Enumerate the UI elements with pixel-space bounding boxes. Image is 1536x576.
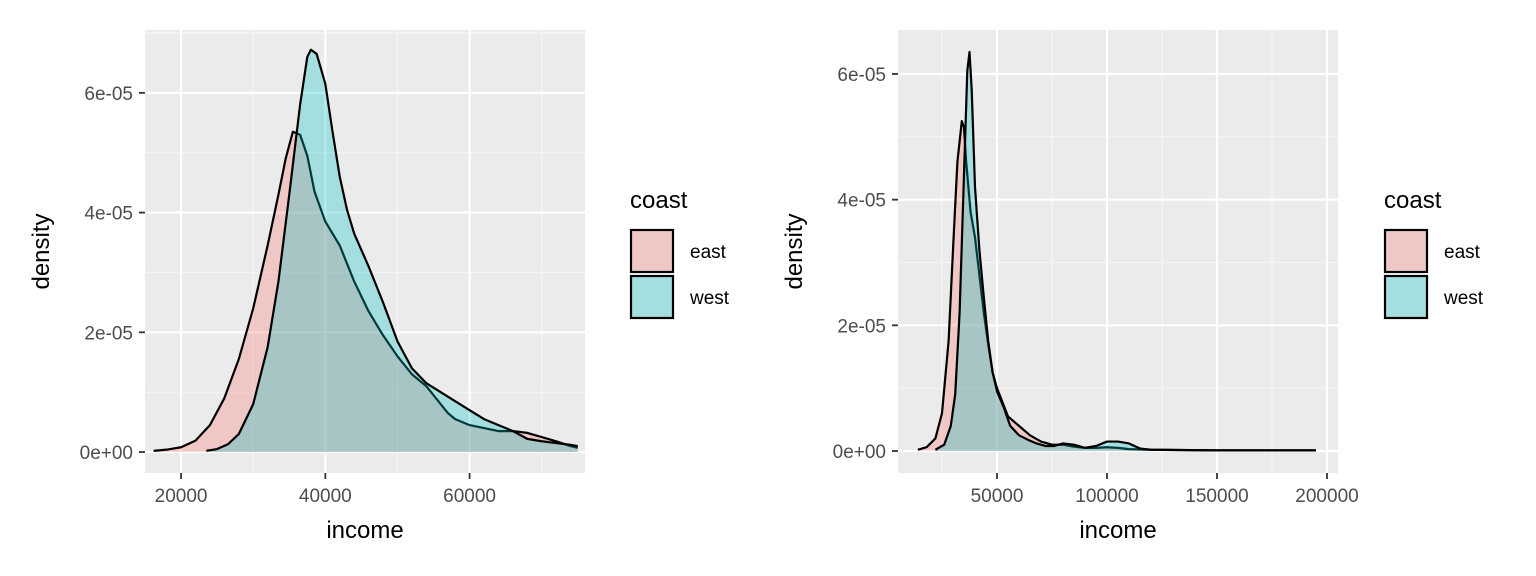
x-tick-label: 200000 xyxy=(1295,486,1358,507)
x-tick-label: 20000 xyxy=(155,486,208,507)
density-area-east xyxy=(917,121,1316,452)
legend-key-west xyxy=(1383,274,1429,320)
density-line-west xyxy=(934,50,1316,452)
legend-key-bg xyxy=(1385,230,1427,272)
x-tick-label: 40000 xyxy=(299,486,352,507)
plot-panel xyxy=(145,30,585,473)
right-density-chart: 50000 100000 150000 200000 0e+00 2e-05 4e-05 6e… xyxy=(781,30,1484,544)
x-axis-title: income xyxy=(1079,517,1156,544)
x-axis-title: income xyxy=(326,517,403,544)
y-tick-label: 4e-05 xyxy=(84,204,133,225)
y-tick-label: 2e-05 xyxy=(84,323,133,344)
y-tick-label: 2e-05 xyxy=(837,316,886,337)
legend-key-east xyxy=(629,228,675,274)
y-tick-label: 6e-05 xyxy=(837,65,886,86)
legend-title: coast xyxy=(1384,187,1442,214)
legend-key-east xyxy=(1383,228,1429,274)
x-tick-label: 150000 xyxy=(1185,486,1248,507)
legend: coast east west xyxy=(1383,187,1484,320)
x-tick-label: 50000 xyxy=(971,486,1024,507)
legend-label-east: east xyxy=(1444,242,1481,263)
left-density-chart: 20000 40000 60000 0e+00 2e-05 4e-05 6e-05 incom… xyxy=(28,30,730,544)
y-tick-label: 0e+00 xyxy=(80,443,133,464)
legend-label-west: west xyxy=(1443,288,1484,309)
legend-key-bg xyxy=(631,230,673,272)
x-tick-label: 100000 xyxy=(1075,486,1138,507)
legend: coast east west xyxy=(629,187,730,320)
legend-key-bg xyxy=(631,276,673,318)
legend-key-west xyxy=(629,274,675,320)
density-line-west xyxy=(206,48,578,452)
density-area-west xyxy=(206,49,578,453)
y-axis-title: density xyxy=(781,213,808,289)
legend-key-bg xyxy=(1385,276,1427,318)
density-area-east xyxy=(153,131,578,453)
legend-label-east: east xyxy=(690,242,727,263)
y-tick-label: 6e-05 xyxy=(84,84,133,105)
y-tick-label: 4e-05 xyxy=(837,191,886,212)
y-tick-label: 0e+00 xyxy=(833,442,886,463)
legend-label-west: west xyxy=(689,288,730,309)
x-tick-label: 60000 xyxy=(443,486,496,507)
y-axis-title: density xyxy=(28,213,55,289)
density-area-west xyxy=(935,51,1316,452)
legend-title: coast xyxy=(630,187,688,214)
density-line-east xyxy=(153,130,579,452)
